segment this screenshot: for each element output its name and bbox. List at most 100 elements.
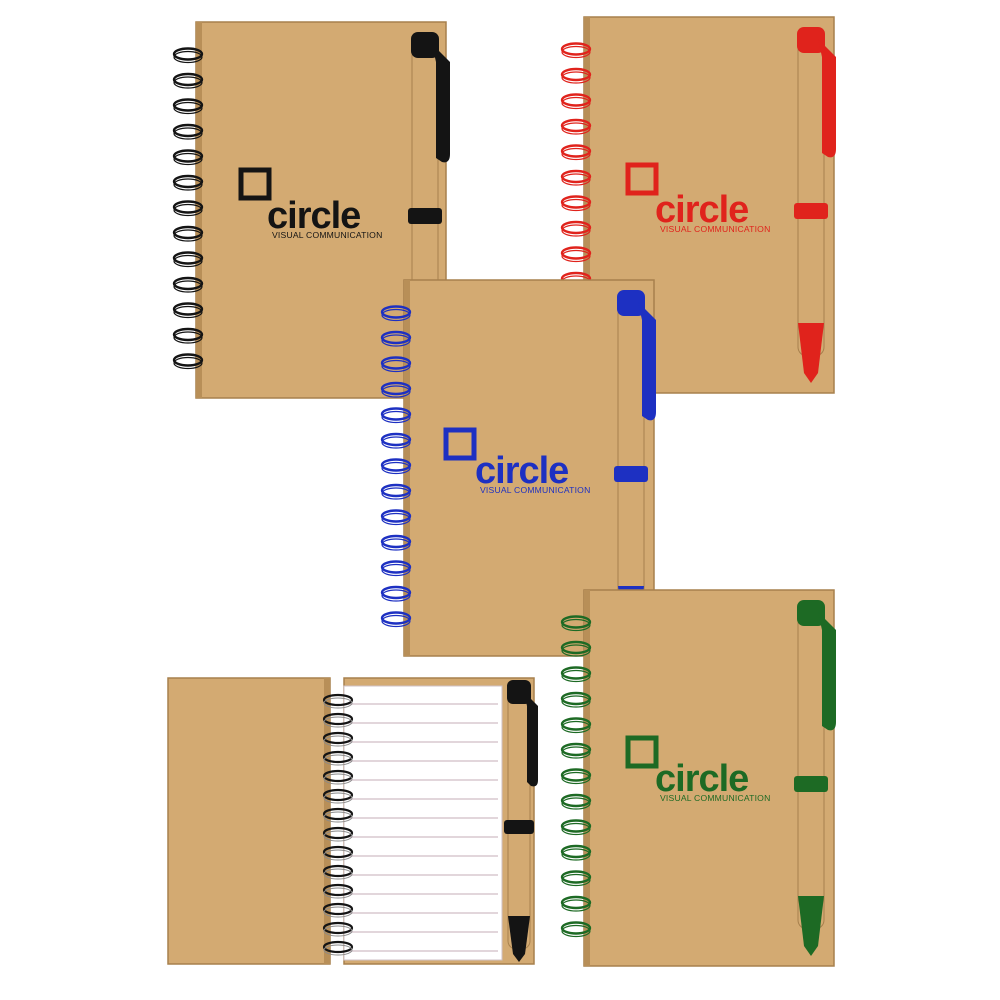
spiral-coil bbox=[173, 127, 203, 140]
spiral-coil bbox=[561, 618, 591, 632]
spiral-coil bbox=[560, 819, 592, 833]
spiral-coil bbox=[323, 792, 353, 804]
spiral-coil bbox=[560, 195, 592, 209]
spiral-coil bbox=[172, 98, 204, 112]
spiral-coil bbox=[561, 45, 591, 59]
logo-wordmark: circle bbox=[655, 189, 748, 231]
spiral-binding bbox=[172, 47, 204, 370]
spiral-coil bbox=[172, 225, 204, 240]
spiral-coil bbox=[323, 887, 353, 899]
spiral-coil bbox=[173, 101, 203, 115]
spiral-coil bbox=[561, 224, 591, 237]
spiral-coil bbox=[380, 611, 412, 625]
spiral-coil bbox=[380, 381, 412, 396]
spiral-coil bbox=[561, 924, 591, 938]
spiral-coil bbox=[561, 96, 591, 110]
spiral-coil bbox=[322, 788, 354, 802]
logo-wordmark: circle bbox=[655, 758, 748, 800]
spiral-coil bbox=[381, 512, 411, 526]
spiral-coil bbox=[172, 251, 204, 265]
spiral-coil bbox=[560, 895, 592, 910]
logo-tagline: VISUAL COMMUNICATION bbox=[272, 230, 382, 240]
back-cover bbox=[167, 677, 331, 965]
spiral-coil bbox=[172, 174, 204, 189]
spiral-coil bbox=[323, 716, 353, 728]
notebook-black-illustration: circle VISUAL COMMUNICATION bbox=[172, 21, 450, 399]
spiral-coil bbox=[322, 921, 354, 935]
logo-wordmark: circle bbox=[475, 450, 568, 492]
spiral-coil bbox=[173, 152, 203, 166]
notebook-green-illustration: circle VISUAL COMMUNICATION bbox=[560, 589, 836, 967]
spiral-coil bbox=[381, 487, 411, 500]
spiral-coil bbox=[322, 693, 354, 707]
spiral-coil bbox=[561, 848, 591, 861]
pen bbox=[504, 680, 538, 962]
spiral-coil bbox=[173, 280, 203, 293]
spiral-coil bbox=[322, 750, 354, 764]
spiral-coil bbox=[560, 793, 592, 808]
spiral-coil bbox=[323, 868, 353, 880]
spiral-coil bbox=[560, 768, 592, 782]
spiral-coil bbox=[381, 589, 411, 602]
spiral-coil bbox=[380, 407, 412, 421]
spiral-coil bbox=[380, 560, 412, 574]
spiral-coil bbox=[322, 712, 354, 726]
spiral-coil bbox=[381, 461, 411, 475]
spiral-coil bbox=[380, 330, 412, 345]
spiral-coil bbox=[322, 769, 354, 783]
spiral-coil bbox=[172, 72, 204, 87]
spiral-coil bbox=[380, 458, 412, 472]
spiral-coil bbox=[173, 305, 203, 319]
spiral-coil bbox=[561, 147, 591, 161]
spiral-coil bbox=[560, 118, 592, 133]
spiral-coil bbox=[560, 717, 592, 731]
logo-tagline: VISUAL COMMUNICATION bbox=[480, 485, 590, 495]
spiral-coil bbox=[381, 359, 411, 373]
spiral-coil bbox=[323, 830, 353, 842]
spiral-coil bbox=[323, 773, 353, 785]
spiral-coil bbox=[322, 826, 354, 840]
spiral-coil bbox=[172, 149, 204, 163]
spiral-coil bbox=[381, 538, 411, 551]
spiral-coil bbox=[322, 940, 354, 954]
spiral-coil bbox=[323, 697, 353, 709]
spiral-coil bbox=[561, 122, 591, 135]
spiral-coil bbox=[172, 47, 204, 61]
spiral-binding bbox=[322, 693, 354, 956]
spiral-coil bbox=[172, 327, 204, 342]
spiral-coil bbox=[322, 807, 354, 821]
spiral-coil bbox=[561, 695, 591, 708]
spiral-coil bbox=[560, 742, 592, 757]
spiral-coil bbox=[561, 797, 591, 810]
spiral-coil bbox=[173, 203, 203, 217]
spiral-coil bbox=[560, 844, 592, 859]
notebook-open-illustration bbox=[167, 677, 538, 965]
spiral-coil bbox=[381, 334, 411, 347]
spiral-coil bbox=[561, 771, 591, 785]
spiral-coil bbox=[561, 173, 591, 186]
spiral-coil bbox=[561, 669, 591, 683]
brand-logo: circle VISUAL COMMUNICATION bbox=[238, 167, 382, 240]
spiral-coil bbox=[322, 864, 354, 878]
spiral-coil bbox=[173, 254, 203, 268]
spiral-coil bbox=[381, 614, 411, 628]
notebook-blue: circle VISUAL COMMUNICATION bbox=[376, 278, 666, 678]
spiral-coil bbox=[323, 944, 353, 956]
spiral-coil bbox=[380, 483, 412, 498]
spiral-coil bbox=[173, 178, 203, 191]
brand-logo: circle VISUAL COMMUNICATION bbox=[625, 162, 770, 234]
spiral-coil bbox=[381, 436, 411, 449]
spiral-coil bbox=[561, 720, 591, 734]
spiral-coil bbox=[173, 356, 203, 370]
spiral-coil bbox=[172, 276, 204, 291]
spiral-coil bbox=[380, 534, 412, 549]
spiral-binding bbox=[560, 615, 592, 938]
notebook-black: circle VISUAL COMMUNICATION bbox=[168, 20, 458, 420]
spiral-coil bbox=[561, 899, 591, 912]
spiral-coil bbox=[560, 921, 592, 935]
spiral-coil bbox=[380, 509, 412, 523]
spiral-coil bbox=[380, 432, 412, 447]
spiral-coil bbox=[172, 123, 204, 138]
spiral-coil bbox=[560, 67, 592, 82]
spiral-coil bbox=[322, 902, 354, 916]
